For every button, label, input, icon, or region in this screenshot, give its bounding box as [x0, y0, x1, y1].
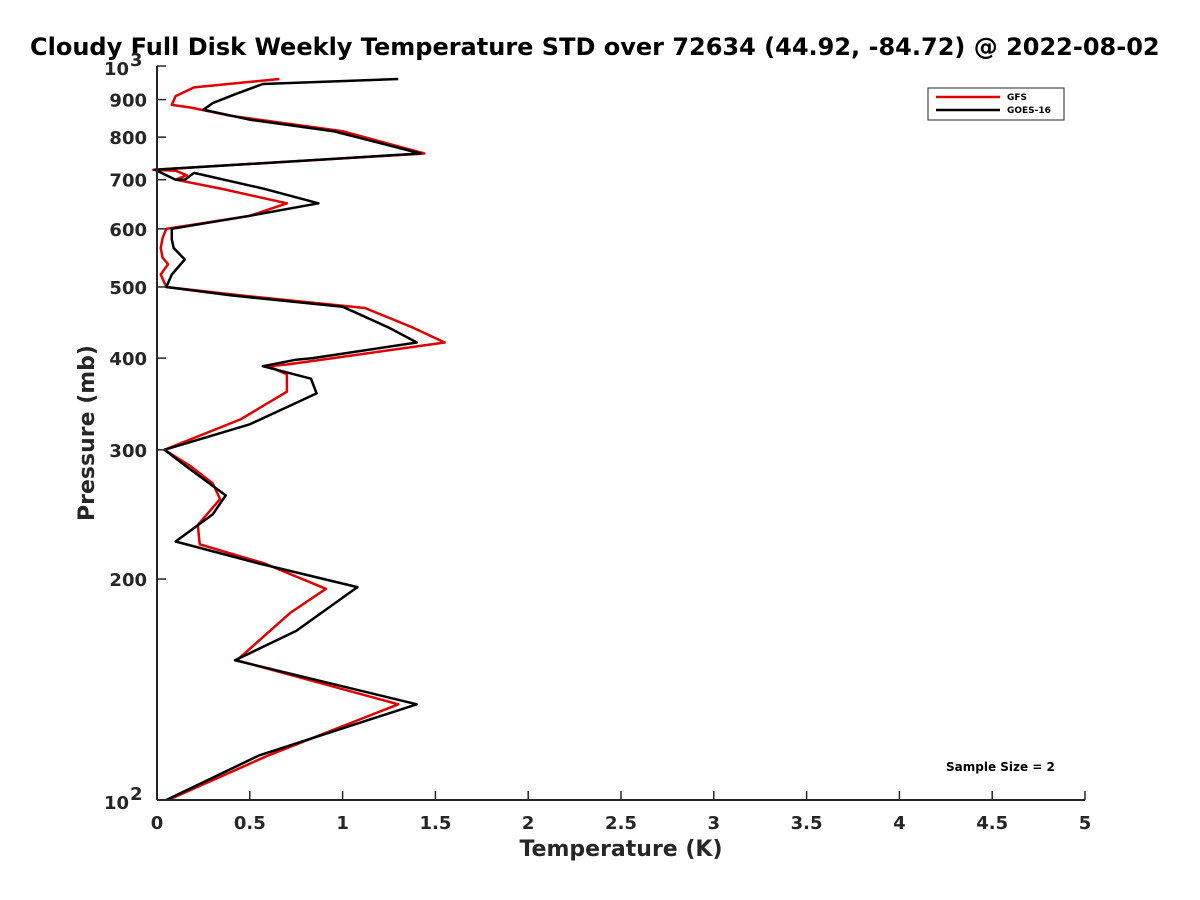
x-tick-label: 5: [1079, 813, 1092, 834]
y-tick-label: 400: [109, 349, 147, 370]
series-line-goes16: [153, 77, 422, 802]
x-axis-label: Temperature (K): [519, 837, 722, 862]
x-tick-label: 4: [893, 813, 906, 834]
plot-area: 0 0.5 1 1.5 2 2.5 3 3.5 4 4.5 510 22003004005006007…: [104, 50, 1091, 834]
x-tick-label: 1.5: [419, 813, 451, 834]
x-tick-label: 0: [151, 813, 164, 834]
x-tick-label: 3: [708, 813, 721, 834]
y-tick-label: 10: [104, 793, 129, 814]
y-tick-label-exponent: 2: [130, 784, 143, 805]
y-tick-label: 200: [109, 570, 147, 591]
y-tick-label: 500: [109, 278, 147, 299]
x-tick-label: 2.5: [605, 813, 637, 834]
y-tick-label: 800: [109, 128, 147, 149]
legend: GFS GOES-16: [927, 87, 1065, 121]
x-tick-label: 4.5: [976, 813, 1008, 834]
y-tick-label: 600: [109, 220, 147, 241]
plot-frame: [157, 66, 1085, 800]
x-tick-label: 0.5: [234, 813, 266, 834]
series-layer: [152, 77, 446, 802]
legend-box: [927, 87, 1065, 121]
y-tick-label: 900: [109, 91, 147, 112]
x-tick-label: 1: [336, 813, 349, 834]
x-tick-label: 2: [522, 813, 535, 834]
y-tick-label: 300: [109, 441, 147, 462]
y-tick-label: 700: [109, 171, 147, 192]
y-axis-label: Pressure (mb): [75, 345, 100, 521]
sample-size-annotation: Sample Size = 2: [946, 760, 1055, 774]
y-tick-label-exponent: 3: [130, 50, 143, 71]
axes-layer: 0 0.5 1 1.5 2 2.5 3 3.5 4 4.5 510 22003004005006007…: [104, 50, 1091, 834]
legend-label-gfs: GFS: [1007, 93, 1027, 103]
legend-label-goes16: GOES-16: [1007, 106, 1051, 116]
y-tick-label: 10: [104, 59, 129, 80]
x-tick-label: 3.5: [791, 813, 823, 834]
chart-title: Cloudy Full Disk Weekly Temperature STD …: [30, 33, 1160, 61]
